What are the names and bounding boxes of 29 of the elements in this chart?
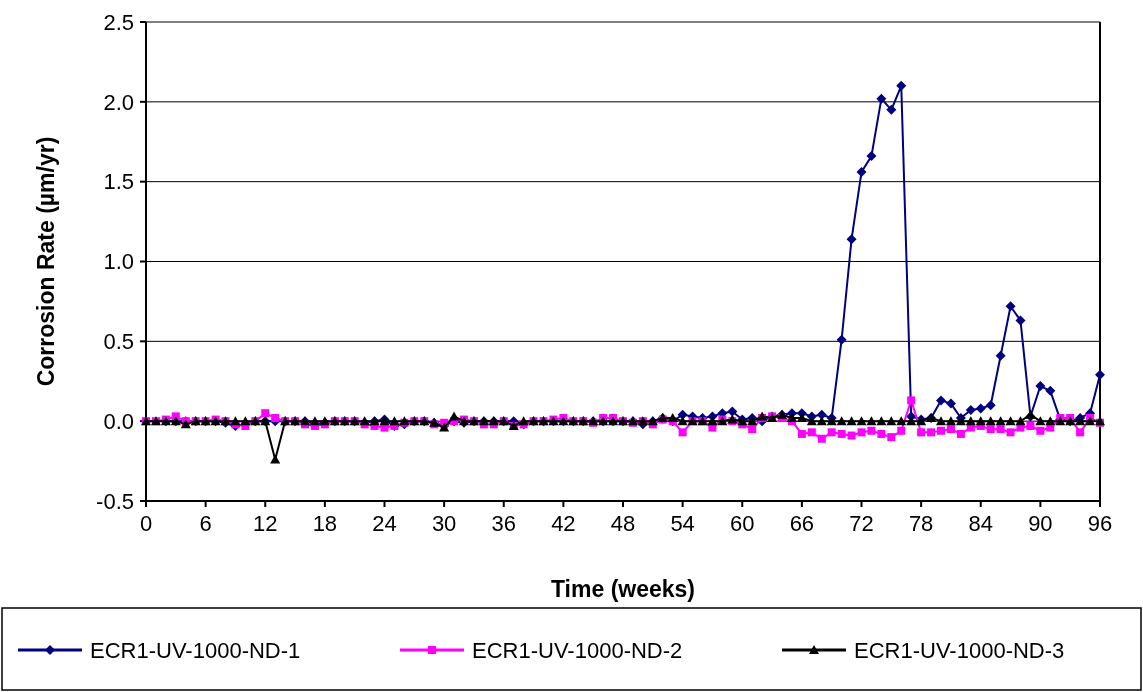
x-tick-label: 54: [670, 511, 695, 536]
x-tick-label: 66: [789, 511, 815, 536]
legend-label: ECR1-UV-1000-ND-1: [90, 637, 301, 663]
x-tick-label: 60: [730, 511, 755, 536]
x-tick-label: 78: [908, 511, 934, 536]
legend-label: ECR1-UV-1000-ND-2: [472, 637, 683, 663]
y-axis-title: Corrosion Rate (µm/yr): [33, 136, 59, 387]
x-tick-label: 84: [968, 511, 993, 536]
x-tick-label: 30: [431, 511, 457, 536]
y-tick-label: -0.5: [96, 488, 134, 514]
x-tick-label: 96: [1087, 511, 1113, 536]
x-axis-title: Time (weeks): [550, 576, 696, 602]
x-tick-label: 48: [610, 511, 636, 536]
x-tick-label: 12: [253, 511, 278, 536]
x-tick-label: 90: [1028, 511, 1053, 536]
y-tick-label: 2.0: [103, 89, 134, 115]
y-tick-label: 0.5: [103, 329, 134, 355]
y-tick-label: 1.5: [103, 169, 134, 195]
y-tick-label: 0.0: [103, 408, 134, 434]
x-tick-label: 6: [199, 511, 212, 536]
x-tick-label: 24: [372, 511, 397, 536]
y-tick-label: 1.0: [103, 249, 134, 275]
x-tick-label: 72: [849, 511, 874, 536]
x-tick-label: 18: [312, 511, 338, 536]
x-tick-label: 42: [551, 511, 576, 536]
y-tick-label: 2.5: [103, 9, 134, 35]
x-tick-label: 0: [139, 511, 153, 536]
x-tick-label: 36: [491, 511, 516, 536]
legend-label: ECR1-UV-1000-ND-3: [854, 637, 1065, 663]
